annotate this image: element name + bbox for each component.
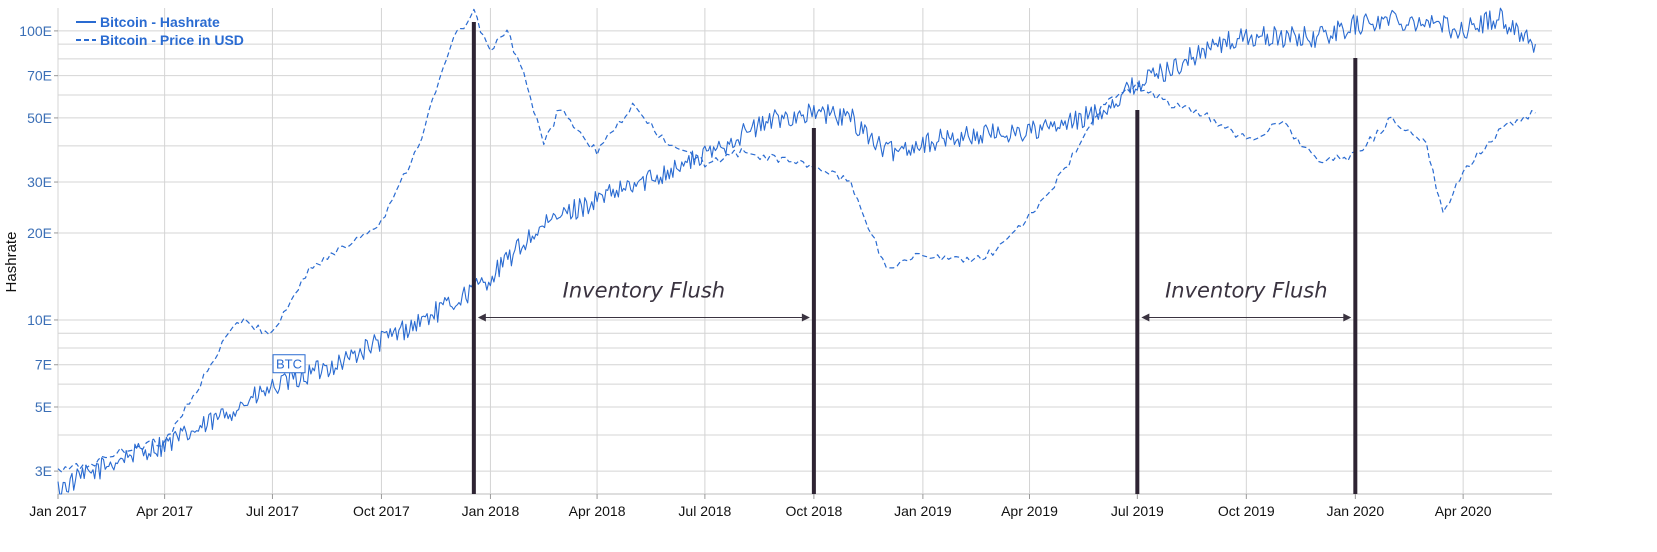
- series-line-price: [57, 8, 1536, 473]
- annotation-arrowhead-right: [1343, 313, 1352, 322]
- x-tick-label: Jan 2019: [894, 503, 952, 519]
- y-tick-label: 10E: [27, 312, 52, 328]
- event-lines: [471, 22, 1358, 494]
- y-tick-label: 70E: [27, 68, 52, 84]
- y-tick-label: 50E: [27, 110, 52, 126]
- annotation-text: Inventory Flush: [1165, 278, 1327, 302]
- annotation-arrowhead-left: [1141, 313, 1150, 322]
- y-tick-label: 30E: [27, 174, 52, 190]
- x-axis-ticks: Jan 2017 Apr 2017 Jul 2017 Oct 2017 Jan 2018…: [29, 494, 1492, 519]
- y-tick-label: 20E: [27, 225, 52, 241]
- y-axis-ticks: 3E 5E 7E 10E 20E 30E 50E 70E 100E: [19, 23, 58, 479]
- annotation-arrowhead-left: [477, 313, 486, 322]
- x-tick-label: Jul 2019: [1111, 503, 1164, 519]
- y-tick-label: 3E: [35, 463, 52, 479]
- x-tick-label: Apr 2017: [136, 503, 193, 519]
- legend-label-hashrate: Bitcoin - Hashrate: [100, 14, 220, 30]
- y-tick-label: 100E: [19, 23, 52, 39]
- x-tick-label: Oct 2019: [1218, 503, 1275, 519]
- y-axis-label: Hashrate: [3, 232, 20, 293]
- x-tick-label: Jul 2018: [678, 503, 731, 519]
- inline-labels: BTC: [272, 354, 306, 374]
- annotations: Inventory Flush Inventory Flush: [477, 278, 1352, 322]
- series: [57, 7, 1536, 495]
- inline-label-box: [272, 354, 306, 374]
- grid: [57, 8, 1552, 495]
- legend: Bitcoin - Hashrate Bitcoin - Price in US…: [76, 14, 244, 48]
- legend-label-price: Bitcoin - Price in USD: [100, 32, 244, 48]
- x-tick-label: Apr 2020: [1435, 503, 1492, 519]
- y-tick-label: 7E: [35, 357, 52, 373]
- x-tick-label: Oct 2018: [785, 503, 842, 519]
- annotation-text: Inventory Flush: [563, 278, 725, 302]
- x-tick-label: Apr 2019: [1001, 503, 1058, 519]
- inline-label-text: BTC: [276, 357, 302, 372]
- x-tick-label: Oct 2017: [353, 503, 410, 519]
- series-line-hashrate: [57, 7, 1536, 495]
- x-tick-label: Jul 2017: [246, 503, 299, 519]
- x-tick-label: Jan 2018: [462, 503, 520, 519]
- x-tick-label: Jan 2017: [29, 503, 87, 519]
- annotation-arrowhead-right: [801, 313, 810, 322]
- y-tick-label: 5E: [35, 399, 52, 415]
- x-tick-label: Apr 2018: [569, 503, 626, 519]
- x-tick-label: Jan 2020: [1327, 503, 1385, 519]
